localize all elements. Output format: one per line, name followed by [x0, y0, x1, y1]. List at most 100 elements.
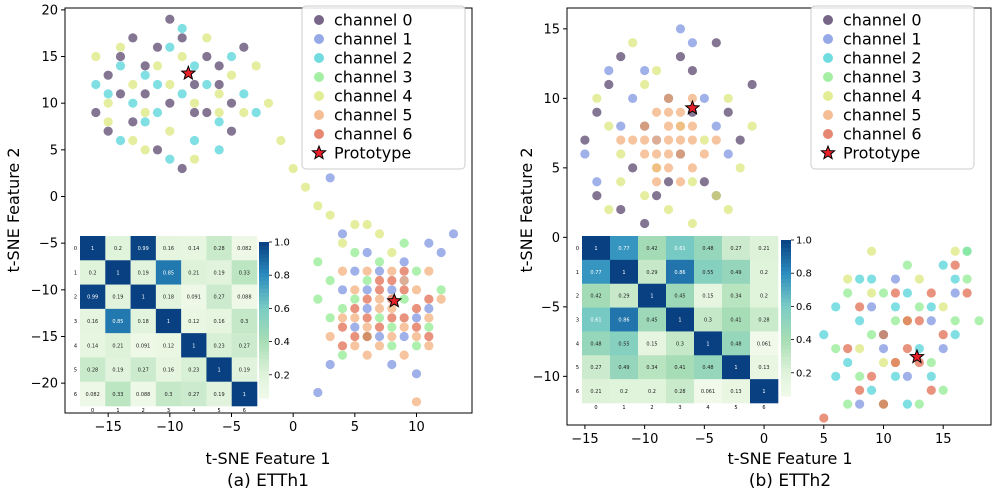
colorbar-segment — [781, 380, 791, 385]
scatter-point-channel-2 — [831, 302, 841, 312]
scatter-point-channel-0 — [152, 145, 163, 155]
colorbar-segment — [781, 325, 791, 331]
scatter-point-channel-4 — [325, 210, 335, 220]
scatter-point-channel-1 — [628, 93, 638, 103]
prototype-star — [908, 348, 925, 364]
colorbar-tick-label: 1.0 — [274, 238, 290, 249]
scatter-point-channel-4 — [604, 121, 614, 131]
scatter-points — [580, 24, 984, 423]
legend-label: Prototype — [843, 144, 920, 163]
heatmap-cell-value: 0.27 — [590, 365, 601, 371]
heatmap-cell — [105, 260, 131, 285]
scatter-point-channel-2 — [902, 399, 912, 409]
scatter-point-channel-1 — [350, 266, 360, 276]
scatter-point-channel-5 — [350, 341, 360, 351]
x-tick-label: 0 — [760, 432, 768, 447]
heatmap-cell-value: 0.23 — [188, 368, 199, 374]
heatmap-cell — [666, 307, 695, 332]
heatmap-x-tick: 1 — [116, 408, 119, 414]
heatmap-cell — [206, 260, 233, 285]
scatter-point-channel-0 — [115, 51, 126, 62]
colorbar-segment — [781, 279, 791, 284]
heatmap-x-tick: 6 — [243, 408, 246, 414]
scatter-point-channel-2 — [902, 288, 912, 298]
colorbar-segment — [781, 282, 791, 288]
x-tick-label: −10 — [156, 420, 183, 435]
scatter-point-channel-1 — [337, 285, 348, 295]
heatmap-cell — [130, 381, 157, 407]
heatmap-cell — [231, 260, 258, 285]
scatter-point-channel-5 — [387, 266, 397, 276]
heatmap-cell-value: 0.42 — [590, 294, 601, 300]
scatter-point-channel-4 — [687, 177, 698, 187]
scatter-point-channel-6 — [962, 288, 972, 298]
scatter-point-channel-4 — [103, 117, 113, 127]
scatter-point-channel-0 — [165, 14, 175, 24]
heatmap-cell-value: 0.15 — [702, 294, 713, 300]
scatter-point-channel-0 — [202, 51, 212, 62]
scatter-point-channel-5 — [675, 149, 686, 159]
heatmap-cell — [80, 333, 106, 358]
scatter-point-channel-3 — [399, 294, 409, 304]
colorbar-segment — [259, 249, 269, 255]
colorbar-segment — [259, 323, 269, 329]
scatter-point-channel-1 — [448, 229, 459, 239]
scatter-point-channel-1 — [313, 387, 323, 398]
scatter-point-channel-6 — [399, 266, 409, 276]
colorbar-segment — [259, 296, 269, 301]
scatter-point-channel-2 — [91, 79, 101, 90]
colorbar-segment — [781, 240, 791, 245]
heatmap-cell-value: 0.091 — [187, 295, 201, 301]
heatmap-x-tick: 0 — [91, 408, 94, 414]
colorbar-segment — [781, 302, 791, 307]
heatmap-cell — [155, 284, 182, 310]
scatter-point-channel-3 — [962, 246, 972, 256]
y-tick-label: 15 — [543, 22, 560, 37]
heatmap-cell-value: 0.85 — [112, 319, 123, 325]
heatmap-cell-value: 0.18 — [138, 319, 149, 325]
heatmap-x-tick: 4 — [706, 405, 709, 411]
colorbar-segment — [781, 349, 791, 354]
scatter-point-channel-6 — [362, 294, 372, 304]
scatter-point-channel-0 — [140, 89, 150, 99]
heatmap-cell — [638, 283, 667, 308]
scatter-point-channel-5 — [337, 266, 348, 276]
heatmap-cell — [231, 381, 258, 407]
scatter-point-channel-2 — [890, 371, 901, 381]
scatter-point-channel-5 — [411, 285, 422, 295]
heatmap-cell — [206, 357, 233, 383]
scatter-point-channel-1 — [675, 24, 686, 34]
scatter-point-channel-2 — [950, 330, 960, 340]
scatter-point-channel-4 — [628, 38, 638, 48]
scatter-point-channel-4 — [337, 238, 348, 248]
heatmap-cell-value: 0.28 — [758, 318, 769, 324]
scatter-point-channel-6 — [387, 313, 397, 323]
heatmap-x-tick: 0 — [594, 405, 597, 411]
scatter-point-channel-2 — [214, 145, 224, 155]
scatter-point-channel-0 — [226, 126, 237, 136]
scatter-point-channel-6 — [337, 341, 348, 351]
scatter-point-channel-1 — [399, 331, 409, 342]
heatmap-cell — [610, 379, 639, 404]
scatter-point-channel-3 — [831, 343, 841, 354]
scatter-point-channel-5 — [663, 107, 674, 117]
colorbar-segment — [781, 286, 791, 292]
heatmap-cell-value: 0.99 — [138, 246, 149, 252]
scatter-point-channel-5 — [362, 322, 372, 332]
scatter-point-channel-4 — [165, 126, 175, 136]
heatmap-cell — [750, 307, 779, 332]
scatter-point-channel-6 — [350, 331, 360, 342]
colorbar-segment — [259, 378, 269, 383]
scatter-point-channel-2 — [855, 316, 865, 326]
scatter-point-channel-0 — [592, 107, 602, 117]
scatter-point-channel-0 — [165, 98, 175, 108]
colorbar-segment — [259, 390, 269, 395]
heatmap-cell — [130, 308, 157, 334]
heatmap-x-tick: 3 — [167, 408, 170, 414]
legend-label: Prototype — [334, 144, 411, 163]
scatter-point-channel-4 — [950, 246, 960, 256]
y-tick-label: −15 — [31, 330, 58, 345]
heatmap-x-tick: 2 — [650, 405, 653, 411]
